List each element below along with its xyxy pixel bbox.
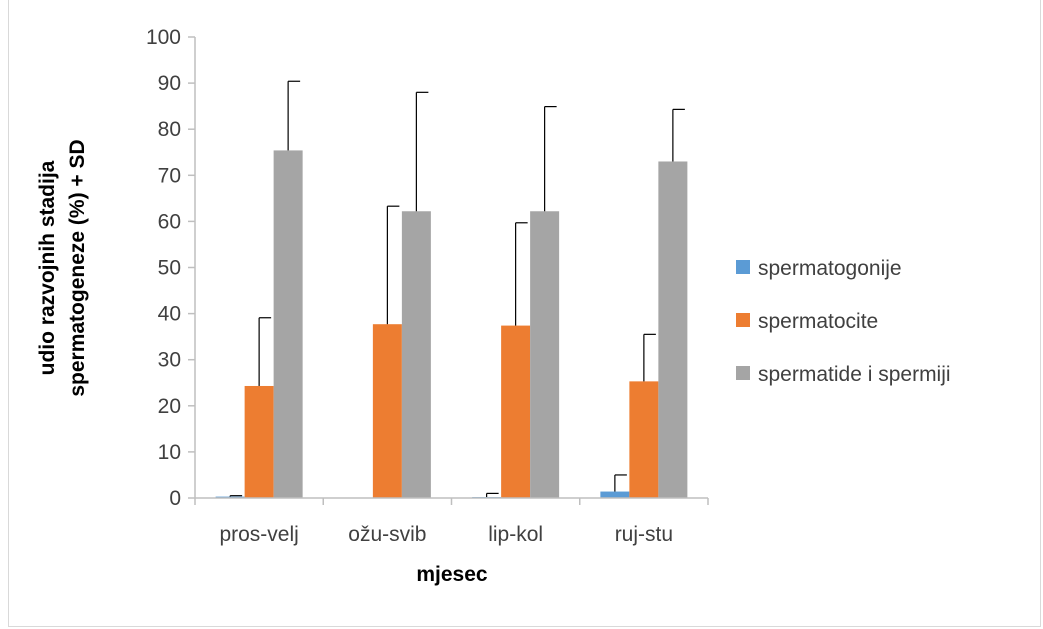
- legend-swatch: [736, 313, 750, 327]
- x-axis-title: mjesec: [416, 563, 488, 586]
- bar: [372, 324, 402, 498]
- y-axis-title-line2: spermatogeneze (%) + SD: [66, 139, 89, 396]
- y-tick-label: 30: [158, 349, 181, 372]
- x-tick-label: ožu-svib: [348, 523, 426, 546]
- legend: spermatogonije spermatocite spermatide i s…: [736, 257, 951, 386]
- x-tick-label: lip-kol: [488, 523, 543, 546]
- error-bars: [229, 80, 685, 498]
- chart-frame: [8, 0, 1041, 627]
- bar: [273, 150, 303, 498]
- bar: [401, 211, 431, 498]
- y-tick-label: 50: [158, 257, 181, 280]
- y-tick-label: 10: [158, 441, 181, 464]
- y-tick-label: 90: [158, 72, 181, 95]
- bar: [530, 211, 560, 498]
- y-tick-label: 20: [158, 395, 181, 418]
- y-tick-label: 100: [146, 26, 181, 49]
- y-axis-ticks: 0 10 20 30 40 50 60 70 80 90 100: [146, 26, 195, 510]
- y-tick-label: 70: [158, 164, 181, 187]
- y-tick-label: 0: [169, 487, 181, 510]
- y-tick-label: 40: [158, 303, 181, 326]
- x-tick-label: ruj-stu: [615, 523, 673, 546]
- legend-label: spermatide i spermiji: [758, 363, 951, 386]
- y-axis-title-line1: udio razvojnih stadija: [36, 160, 59, 375]
- y-tick-label: 80: [158, 118, 181, 141]
- bar: [629, 381, 659, 498]
- y-tick-label: 60: [158, 210, 181, 233]
- legend-swatch: [736, 366, 750, 380]
- bar: [244, 385, 274, 498]
- legend-label: spermatogonije: [758, 257, 902, 280]
- legend-label: spermatocite: [758, 310, 878, 333]
- x-axis-ticks: pros-velj ožu-svib lip-kol ruj-stu: [194, 498, 709, 546]
- bar: [658, 161, 688, 498]
- x-tick-label: pros-velj: [219, 523, 298, 546]
- bars: [215, 150, 688, 498]
- legend-swatch: [736, 260, 750, 274]
- bar: [600, 491, 630, 498]
- bar: [501, 325, 531, 498]
